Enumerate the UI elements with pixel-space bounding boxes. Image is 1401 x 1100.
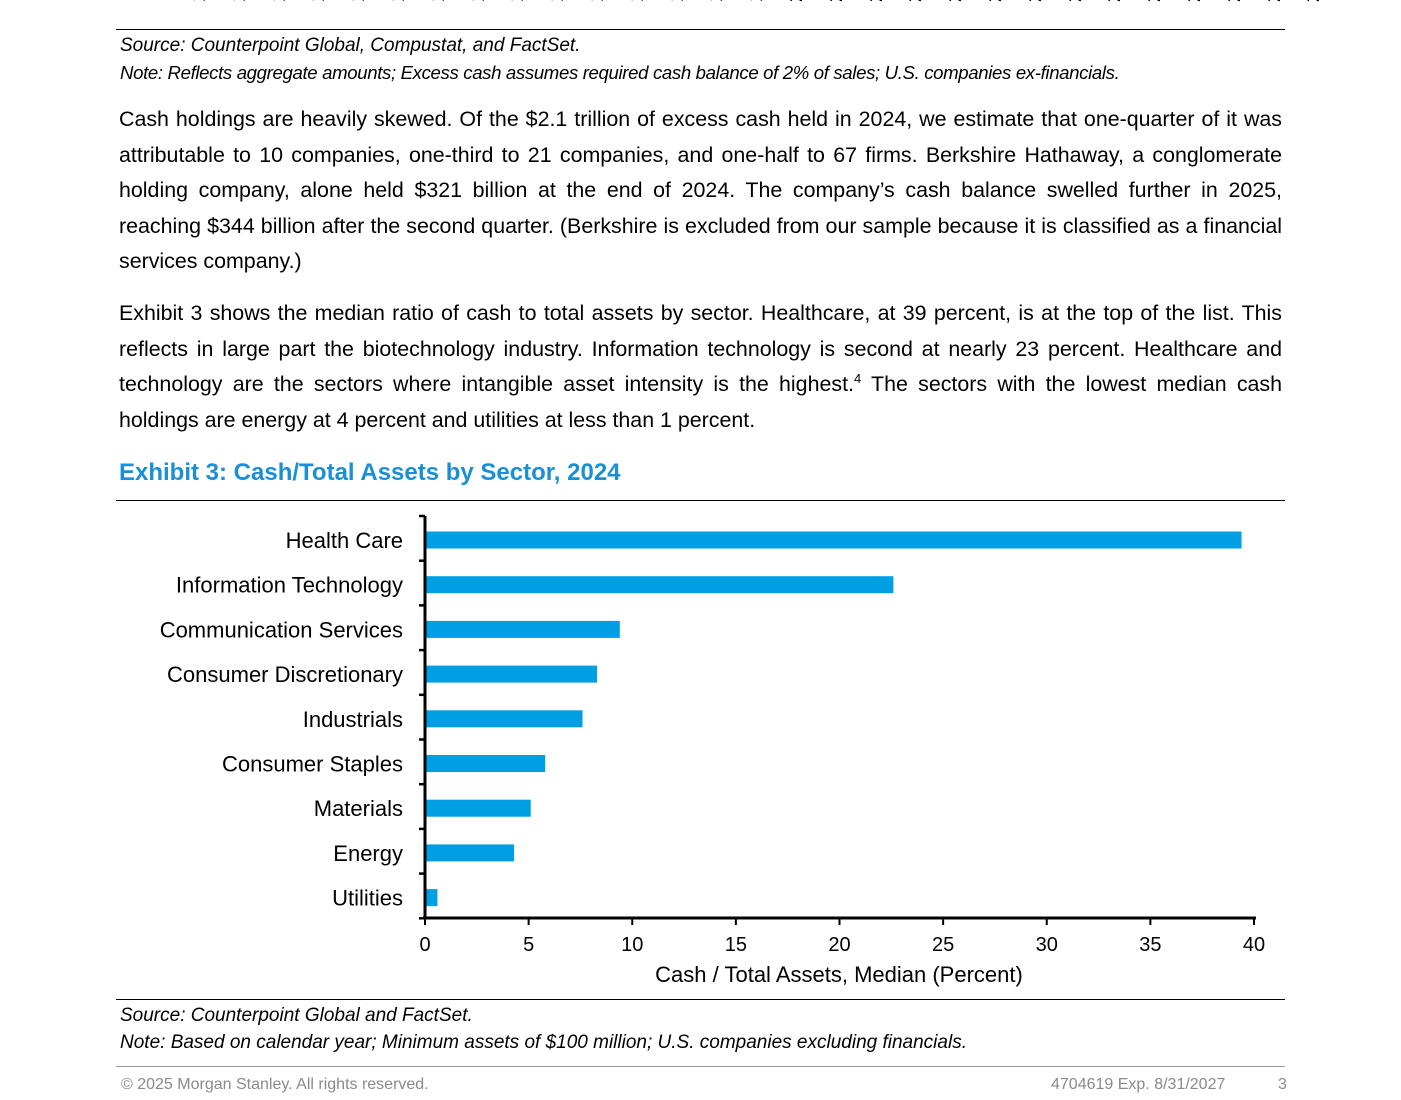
footnote-marker: 4	[853, 371, 862, 387]
body-paragraph-1: Cash holdings are heavily skewed. Of the…	[119, 107, 1282, 274]
x-tick-label: 40	[1243, 934, 1265, 956]
bar	[425, 665, 598, 683]
x-tick-label: 30	[1036, 934, 1058, 956]
previous-axis-tick-label: 19	[189, 0, 210, 2]
previous-axis-tick-label: 19	[269, 0, 290, 2]
category-label: Utilities	[332, 886, 403, 911]
category-label: Consumer Discretionary	[167, 662, 403, 687]
previous-axis-tick-label: 19	[428, 0, 449, 2]
x-tick-label: 15	[725, 934, 747, 956]
category-label: Communication Services	[160, 617, 403, 642]
previous-axis-tick-label: 19	[706, 0, 727, 2]
previous-axis-tick-label: 19	[308, 0, 329, 2]
previous-axis-tick-label: 20	[786, 0, 807, 2]
previous-axis-tick-label: 20	[1025, 0, 1046, 2]
body-paragraph-2: Exhibit 3 shows the median ratio of cash…	[119, 296, 1282, 438]
bar	[425, 620, 620, 638]
bar	[425, 755, 546, 772]
previous-axis-tick-label: 20	[866, 0, 887, 2]
paragraph-2-text-a: Exhibit 3 shows the median ratio of cash…	[119, 301, 1282, 397]
previous-axis-tick-label: 20	[1303, 0, 1324, 2]
category-label: Industrials	[303, 707, 403, 732]
previous-axis-tick-label: 20	[1264, 0, 1285, 2]
previous-axis-tick-label: 19	[468, 0, 489, 2]
bar	[425, 576, 894, 594]
previous-exhibit-axis-labels: 19 19 19 19 19 19 19 19 19 19 19 19 19 19 19 20 20 20 20 20…	[0, 0, 1401, 20]
previous-axis-tick-label: 20	[826, 0, 847, 2]
previous-axis-tick-label: 20	[1144, 0, 1165, 2]
exhibit3-title: Exhibit 3: Cash/Total Assets by Sector, …	[119, 459, 621, 486]
x-tick-label: 35	[1139, 934, 1161, 956]
x-tick-label: 0	[419, 934, 430, 956]
paragraph-2-text-b: The sectors with the lowest median cash …	[119, 372, 1283, 432]
exhibit3-top-rule	[116, 500, 1285, 501]
previous-axis-tick-label: 19	[667, 0, 688, 2]
footer-document-code: 4704619 Exp. 8/31/2027	[1051, 1076, 1226, 1093]
previous-axis-tick-label: 20	[905, 0, 926, 2]
previous-axis-tick-label: 20	[945, 0, 966, 2]
previous-axis-tick-label: 19	[507, 0, 528, 2]
bar	[425, 531, 1242, 549]
category-label: Information Technology	[176, 573, 403, 598]
exhibit2-note: Note: Reflects aggregate amounts; Excess…	[120, 62, 1120, 83]
footer-copyright: © 2025 Morgan Stanley. All rights reserv…	[121, 1076, 429, 1093]
x-tick-label: 5	[523, 934, 534, 956]
previous-axis-tick-label: 20	[1065, 0, 1086, 2]
previous-axis-tick-label: 19	[547, 0, 568, 2]
category-label: Health Care	[286, 528, 403, 553]
category-label: Consumer Staples	[222, 752, 403, 777]
previous-axis-tick-label: 20	[1104, 0, 1125, 2]
previous-axis-tick-label: 19	[229, 0, 250, 2]
exhibit3-source: Source: Counterpoint Global and FactSet.	[120, 1005, 473, 1026]
exhibit2-source: Source: Counterpoint Global, Compustat, …	[120, 35, 581, 56]
exhibit2-bottom-rule	[116, 29, 1285, 30]
previous-axis-tick-label: 20	[1184, 0, 1205, 2]
x-axis-label: Cash / Total Assets, Median (Percent)	[655, 962, 1023, 987]
category-label: Materials	[314, 796, 403, 821]
previous-axis-tick-label: 19	[746, 0, 767, 2]
bar	[425, 844, 515, 862]
x-tick-label: 25	[932, 934, 954, 956]
bar	[425, 799, 531, 817]
previous-axis-tick-label: 20	[1224, 0, 1245, 2]
previous-axis-tick-label: 19	[627, 0, 648, 2]
footer-page-number: 3	[1278, 1076, 1287, 1093]
previous-axis-tick-label: 19	[587, 0, 608, 2]
previous-axis-tick-label: 19	[348, 0, 369, 2]
previous-axis-tick-label: 20	[985, 0, 1006, 2]
x-tick-label: 20	[828, 934, 850, 956]
bar	[425, 889, 438, 907]
exhibit3-bottom-rule	[116, 999, 1285, 1000]
exhibit3-note: Note: Based on calendar year; Minimum as…	[120, 1032, 967, 1053]
exhibit3-bar-chart: Health Care Information Technology Communi…	[160, 514, 1265, 987]
bar	[425, 710, 583, 728]
category-label: Energy	[333, 841, 403, 866]
x-tick-label: 10	[621, 934, 643, 956]
footer-rule	[116, 1066, 1285, 1067]
previous-axis-tick-label: 19	[388, 0, 409, 2]
